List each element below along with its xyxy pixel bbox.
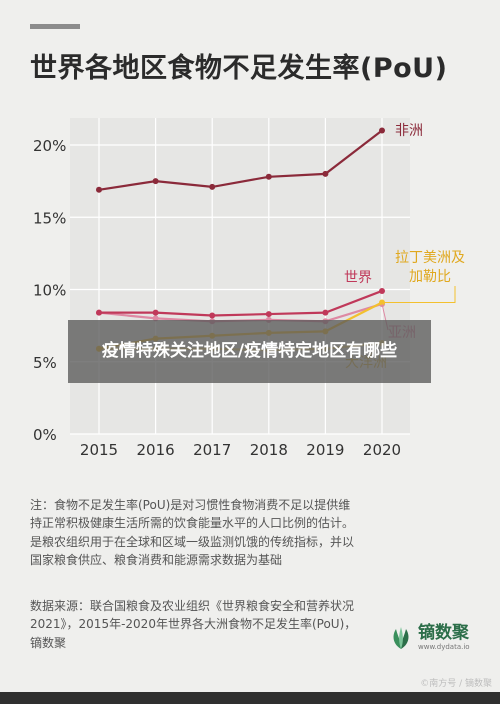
y-tick-label: 15%	[33, 209, 66, 227]
chart-title: 世界各地区食物不足发生率(PoU)	[30, 53, 448, 84]
series-line	[99, 289, 383, 317]
brand-logo: 镝数聚 www.dydata.io	[388, 624, 470, 652]
data-point	[152, 178, 159, 185]
data-point	[209, 183, 216, 190]
x-tick-label: 2018	[250, 441, 288, 459]
chart-note: 注：食物不足发生率(PoU)是对习惯性食物消费不足以提供维持正常积极健康生活所需…	[30, 498, 355, 568]
data-point	[265, 311, 272, 318]
data-source: 数据来源：联合国粮食及农业组织《世界粮食安全和营养状况2021》，2015年-2…	[30, 599, 357, 650]
y-tick-label: 20%	[33, 137, 66, 155]
headline-text: 疫情特殊关注地区/疫情特定地区有哪些	[101, 341, 398, 361]
x-tick-label: 2017	[193, 441, 231, 459]
logo-url: www.dydata.io	[418, 643, 470, 651]
series-label: 非洲	[395, 123, 423, 139]
data-point	[96, 309, 102, 316]
x-tick-label: 2015	[80, 441, 118, 459]
data-point	[379, 127, 385, 134]
logo-name: 镝数聚	[418, 623, 469, 643]
y-tick-label: 10%	[33, 282, 66, 300]
series-label: 加勒比	[409, 269, 451, 285]
x-tick-label: 2019	[306, 441, 344, 459]
title-accent-bar	[30, 24, 80, 29]
data-point	[152, 309, 159, 316]
data-point	[322, 309, 329, 316]
series-label: 世界	[344, 270, 372, 286]
series-label: 拉丁美洲及	[395, 250, 465, 266]
headline-overlay: 疫情特殊关注地区/疫情特定地区有哪些	[68, 320, 431, 383]
x-tick-label: 2020	[363, 441, 401, 459]
data-point	[265, 173, 272, 180]
label-leader-line	[382, 286, 456, 304]
data-point	[152, 315, 159, 322]
series-line	[98, 129, 383, 191]
data-point	[96, 186, 102, 193]
watermark: ©南方号 / 镝数聚	[420, 679, 492, 689]
data-point	[322, 170, 329, 177]
y-tick-label: 0%	[33, 426, 57, 444]
x-tick-label: 2016	[137, 441, 175, 459]
data-point	[379, 287, 385, 294]
data-point	[209, 312, 216, 319]
y-tick-label: 5%	[33, 354, 57, 372]
leaf-logo-icon	[393, 627, 409, 649]
bottom-bar	[0, 692, 500, 704]
